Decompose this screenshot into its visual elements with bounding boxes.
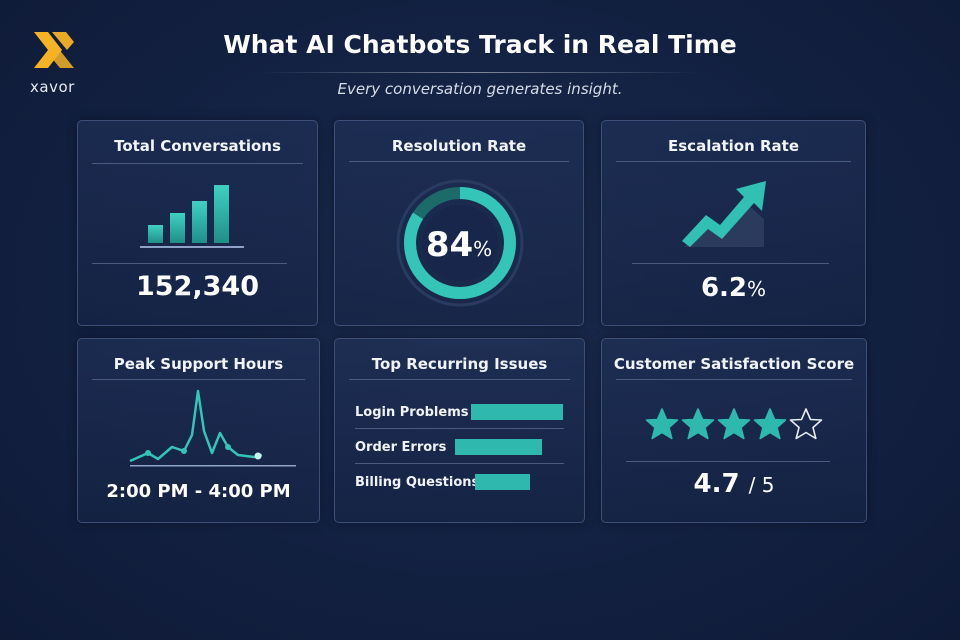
star-filled-icon (717, 408, 751, 440)
card-title: Resolution Rate (391, 137, 527, 155)
escalation-rate-number: 6.2 (700, 273, 748, 303)
card-divider (92, 163, 303, 164)
peak-support-hours-card: Peak Support Hours 2:00 PM - 4:00 PM (77, 338, 320, 523)
card-title: Escalation Rate (668, 137, 799, 155)
title-divider (260, 72, 700, 73)
card-divider (349, 379, 570, 380)
bar-chart-icon (140, 185, 244, 248)
issue-label: Order Errors (355, 440, 447, 455)
page-title: What AI Chatbots Track in Real Time (223, 30, 737, 59)
peak-support-hours-value: 2:00 PM - 4:00 PM (106, 481, 291, 502)
card-divider (92, 263, 287, 264)
brand-logo: xavor (28, 28, 88, 98)
star-filled-icon (681, 408, 715, 440)
issue-bar (475, 474, 530, 490)
satisfaction-value: 4.7 / 5 (602, 469, 866, 499)
issue-label: Login Problems (355, 405, 469, 420)
trend-up-arrow-icon (682, 181, 766, 247)
card-divider (349, 161, 569, 162)
issue-divider (355, 428, 564, 429)
card-title: Peak Support Hours (113, 355, 284, 373)
total-conversations-value: 152,340 (136, 271, 259, 302)
card-divider (632, 263, 829, 264)
issue-bar (455, 439, 542, 455)
page-subtitle: Every conversation generates insight. (337, 80, 623, 98)
star-empty-icon (789, 408, 823, 440)
top-recurring-issues-card: Top Recurring Issues Login Problems Orde… (334, 338, 585, 523)
issue-row: Login Problems (355, 399, 564, 429)
star-rating (602, 407, 866, 445)
resolution-ring-gauge (396, 179, 524, 307)
card-title: Top Recurring Issues (371, 355, 548, 373)
card-divider (616, 379, 852, 380)
resolution-rate-number: 84 (425, 225, 474, 265)
escalation-rate-value: 6.2% (602, 273, 865, 303)
resolution-ring-arc (404, 187, 516, 299)
escalation-rate-card: Escalation Rate 6.2% (601, 120, 866, 326)
resolution-rate-unit: % (473, 237, 493, 261)
escalation-rate-unit: % (747, 277, 767, 301)
resolution-rate-value: 84% (335, 225, 583, 265)
star-filled-icon (645, 408, 679, 440)
satisfaction-max: / 5 (748, 473, 775, 497)
card-divider (92, 379, 305, 380)
issue-divider (355, 463, 564, 464)
card-title: Total Conversations (114, 137, 281, 155)
total-conversations-card: Total Conversations 152,340 (77, 120, 318, 326)
star-filled-icon (753, 408, 787, 440)
issue-bar (471, 404, 563, 420)
issue-row: Billing Questions (355, 469, 564, 499)
line-spike-icon (129, 389, 296, 467)
customer-satisfaction-card: Customer Satisfaction Score 4.7 / 5 (601, 338, 867, 523)
brand-name: xavor (30, 78, 75, 96)
card-divider (616, 161, 851, 162)
card-title: Customer Satisfaction Score (613, 355, 855, 373)
issue-row: Order Errors (355, 434, 564, 464)
xavor-logo-icon (34, 32, 74, 68)
card-divider (626, 461, 830, 462)
issue-label: Billing Questions (355, 475, 480, 490)
resolution-rate-card: Resolution Rate 84% (334, 120, 584, 326)
satisfaction-score: 4.7 (693, 469, 740, 499)
